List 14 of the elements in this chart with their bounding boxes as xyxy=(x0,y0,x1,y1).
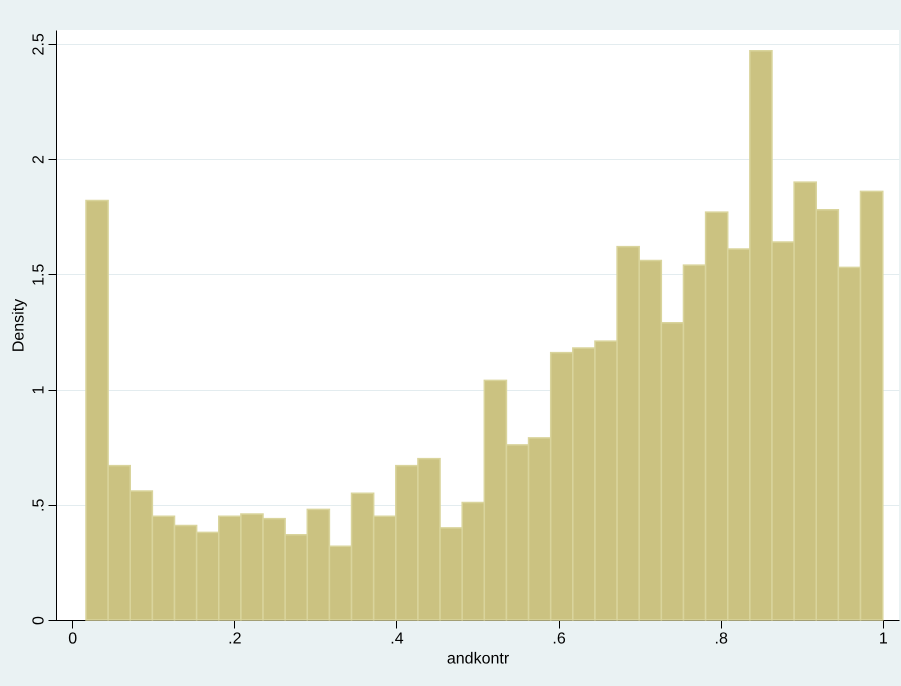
y-tick-label: 1 xyxy=(30,385,48,394)
x-tick-label: .8 xyxy=(714,630,728,648)
y-tick-label: 2 xyxy=(30,155,48,164)
y-axis-title: Density xyxy=(10,298,28,352)
x-tick-label: 1 xyxy=(878,630,888,648)
x-tick-label: 0 xyxy=(68,630,78,648)
y-tick-label: 0 xyxy=(30,616,48,625)
x-tick-label: .6 xyxy=(552,630,566,648)
x-tick-label: .2 xyxy=(228,630,242,648)
y-tick-label: .5 xyxy=(30,498,48,512)
y-tick-label: 1.5 xyxy=(30,264,48,286)
x-tick-label: .4 xyxy=(390,630,404,648)
y-tick-label: 2.5 xyxy=(30,33,48,56)
x-axis-title: andkontr xyxy=(446,650,510,668)
